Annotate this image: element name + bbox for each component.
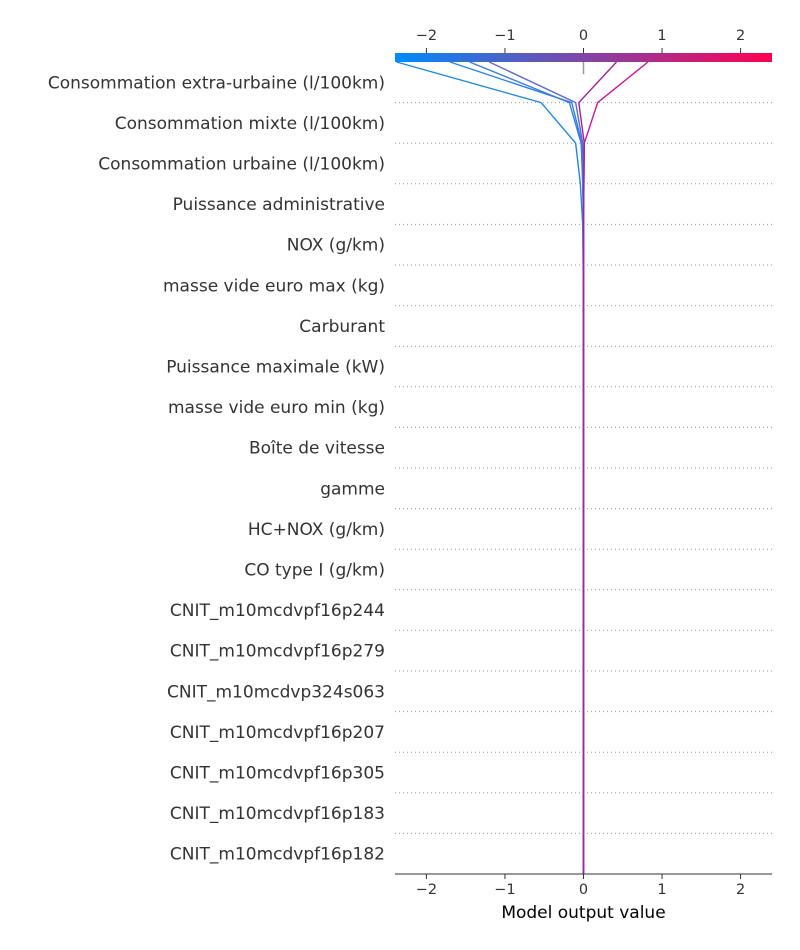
top-tick-label: 1 bbox=[657, 28, 666, 44]
top-tick-label: 2 bbox=[736, 28, 745, 44]
feature-label: CNIT_m10mcdvpf16p183 bbox=[170, 804, 385, 824]
feature-label: HC+NOX (g/km) bbox=[248, 520, 385, 540]
feature-label: Consommation urbaine (l/100km) bbox=[98, 155, 385, 175]
top-axis: −2 −1 0 1 2 bbox=[416, 28, 745, 53]
decision-lines bbox=[396, 61, 649, 874]
feature-label: CNIT_m10mcdvpf16p244 bbox=[170, 601, 385, 621]
decision-line bbox=[469, 61, 585, 874]
feature-label: Carburant bbox=[299, 317, 385, 337]
feature-label: CNIT_m10mcdvpf16p305 bbox=[170, 764, 385, 784]
feature-label: masse vide euro max (kg) bbox=[163, 276, 385, 296]
bottom-tick-label: 0 bbox=[579, 882, 588, 898]
feature-label: masse vide euro min (kg) bbox=[168, 398, 385, 418]
top-tick-label: −2 bbox=[416, 28, 437, 44]
x-axis-label: Model output value bbox=[501, 903, 665, 923]
top-tick-label: −1 bbox=[494, 28, 515, 44]
feature-label: CNIT_m10mcdvp324s063 bbox=[167, 682, 385, 702]
feature-label: Puissance administrative bbox=[173, 195, 385, 215]
feature-label: CNIT_m10mcdvpf16p279 bbox=[170, 642, 385, 662]
feature-label: NOX (g/km) bbox=[287, 236, 385, 256]
decision-line bbox=[578, 61, 618, 874]
bottom-axis: −2 −1 0 1 2 bbox=[416, 874, 745, 898]
bottom-tick-label: 2 bbox=[736, 882, 745, 898]
feature-label: gamme bbox=[320, 479, 385, 499]
feature-label: Consommation extra-urbaine (l/100km) bbox=[48, 73, 385, 93]
bottom-tick-label: −2 bbox=[416, 882, 437, 898]
feature-labels: Consommation extra-urbaine (l/100km) Cons… bbox=[48, 73, 385, 864]
bottom-tick-label: 1 bbox=[657, 882, 666, 898]
feature-label: Boîte de vitesse bbox=[249, 439, 385, 459]
feature-label: CNIT_m10mcdvpf16p182 bbox=[170, 845, 385, 865]
feature-label: Consommation mixte (l/100km) bbox=[115, 114, 385, 134]
colorbar bbox=[395, 53, 772, 62]
bottom-tick-label: −1 bbox=[494, 882, 515, 898]
feature-label: CO type I (g/km) bbox=[244, 561, 385, 581]
feature-label: CNIT_m10mcdvpf16p207 bbox=[170, 723, 385, 743]
top-tick-label: 0 bbox=[579, 28, 588, 44]
feature-label: Puissance maximale (kW) bbox=[166, 358, 385, 378]
